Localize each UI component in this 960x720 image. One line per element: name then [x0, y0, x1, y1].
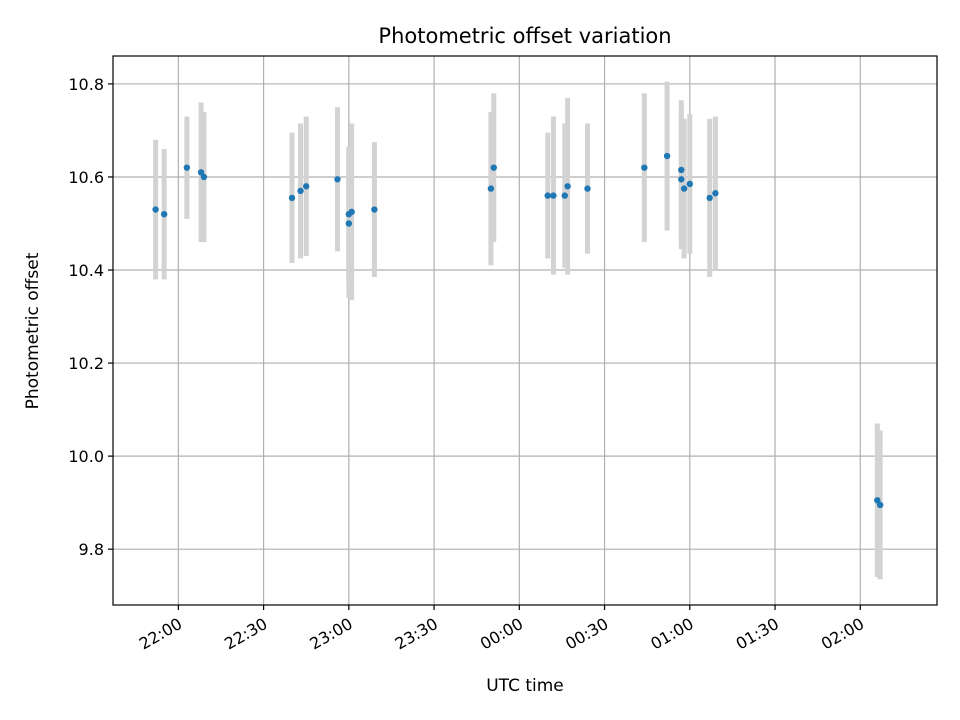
y-axis-label: Photometric offset	[23, 252, 43, 409]
data-point	[712, 190, 719, 197]
data-point	[561, 192, 568, 199]
data-point	[334, 176, 341, 183]
data-point	[641, 164, 648, 171]
y-tick-label: 10.0	[68, 447, 104, 466]
data-point	[348, 208, 355, 216]
y-tick-label: 10.8	[68, 75, 104, 94]
data-point	[564, 183, 571, 190]
y-tick-label: 10.4	[68, 261, 104, 280]
data-point	[345, 220, 353, 227]
plot-frame	[112, 55, 938, 606]
data-point	[678, 166, 685, 174]
data-point	[160, 210, 168, 218]
data-point	[678, 176, 685, 183]
data-point	[490, 164, 497, 171]
data-point	[487, 185, 495, 192]
data-points	[152, 152, 884, 509]
data-point	[544, 192, 551, 199]
y-tick-label: 9.8	[79, 540, 104, 559]
data-point	[550, 192, 557, 199]
data-point	[876, 501, 884, 509]
data-point	[303, 183, 310, 190]
data-point	[288, 194, 296, 202]
data-point	[197, 169, 205, 176]
data-point	[706, 194, 713, 202]
data-point	[297, 187, 304, 195]
chart-title: Photometric offset variation	[378, 24, 671, 48]
data-point	[686, 180, 693, 188]
data-point	[663, 152, 671, 160]
data-point	[183, 164, 191, 171]
data-point	[874, 497, 881, 504]
data-point	[584, 185, 591, 192]
y-tick-label: 10.2	[68, 354, 104, 373]
data-point	[200, 173, 208, 181]
y-tick-label: 10.6	[68, 168, 104, 187]
data-point	[152, 206, 159, 213]
data-point	[680, 185, 688, 192]
x-axis-label: UTC time	[486, 676, 564, 696]
data-point	[371, 206, 378, 213]
grid-lines	[113, 56, 937, 605]
